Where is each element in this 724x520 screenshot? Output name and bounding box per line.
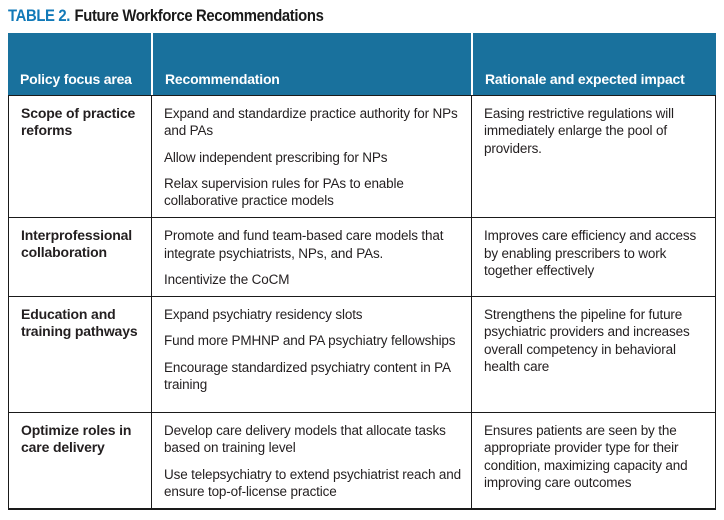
column-header-recommendation: Recommendation <box>151 33 471 95</box>
recommendation-cell: Develop care delivery models that alloca… <box>151 413 471 509</box>
column-header-rationale-and-expected-impact: Rationale and expected impact <box>471 33 716 95</box>
rationale-cell: Improves care efficiency and access by e… <box>471 218 716 297</box>
table-row-scope-of-practice: Scope of practice reforms Expand and sta… <box>9 96 716 218</box>
recommendation-item: Promote and fund team-based care models … <box>164 228 444 261</box>
recommendation-item: Expand and standardize practice authorit… <box>164 106 458 139</box>
recommendation-item: Develop care delivery models that alloca… <box>164 423 446 456</box>
rationale-cell: Strengthens the pipeline for future psyc… <box>471 297 716 413</box>
recommendation-item: Expand psychiatry residency slots <box>164 307 363 323</box>
recommendations-table: Policy focus area Recommendation Rationa… <box>8 33 716 511</box>
column-header-policy-focus-area: Policy focus area <box>20 70 132 87</box>
recommendation-item: Relax supervision rules for PAs to enabl… <box>164 175 404 209</box>
table-number-label: TABLE 2. <box>8 7 71 25</box>
table-title: TABLE 2. Future Workforce Recommendations <box>8 7 324 26</box>
rationale-cell: Ensures patients are seen by the appropr… <box>471 413 716 509</box>
recommendation-cell: Expand psychiatry residency slots Fund m… <box>151 297 471 413</box>
recommendation-item: Use telepsychiatry to extend psychiatris… <box>164 466 462 499</box>
policy-focus-cell: Education and training pathways <box>21 306 138 340</box>
table-row-interprofessional-collaboration: Interprofessional collaboration Promote … <box>9 217 716 297</box>
table-body: Scope of practice reforms Expand and sta… <box>8 95 716 511</box>
recommendation-cell: Expand and standardize practice authorit… <box>151 96 471 218</box>
table-row-education-and-training: Education and training pathways Expand p… <box>9 296 716 413</box>
recommendation-item: Incentivize the CoCM <box>164 271 290 287</box>
recommendation-item: Fund more PMHNP and PA psychiatry fellow… <box>164 333 456 349</box>
table-header-row: Policy focus area Recommendation Rationa… <box>8 33 716 95</box>
table-title-text: Future Workforce Recommendations <box>74 7 324 25</box>
rationale-cell: Easing restrictive regulations will imme… <box>471 96 716 218</box>
recommendation-item: Allow independent prescribing for NPs <box>164 149 388 165</box>
policy-focus-cell: Scope of practice reforms <box>21 105 136 139</box>
recommendation-cell: Promote and fund team-based care models … <box>151 218 471 297</box>
table-row-optimize-roles: Optimize roles in care delivery Develop … <box>9 412 716 509</box>
policy-focus-cell: Interprofessional collaboration <box>21 227 133 261</box>
recommendation-item: Encourage standardized psychiatry conten… <box>164 359 451 392</box>
policy-focus-cell: Optimize roles in care delivery <box>21 422 132 456</box>
